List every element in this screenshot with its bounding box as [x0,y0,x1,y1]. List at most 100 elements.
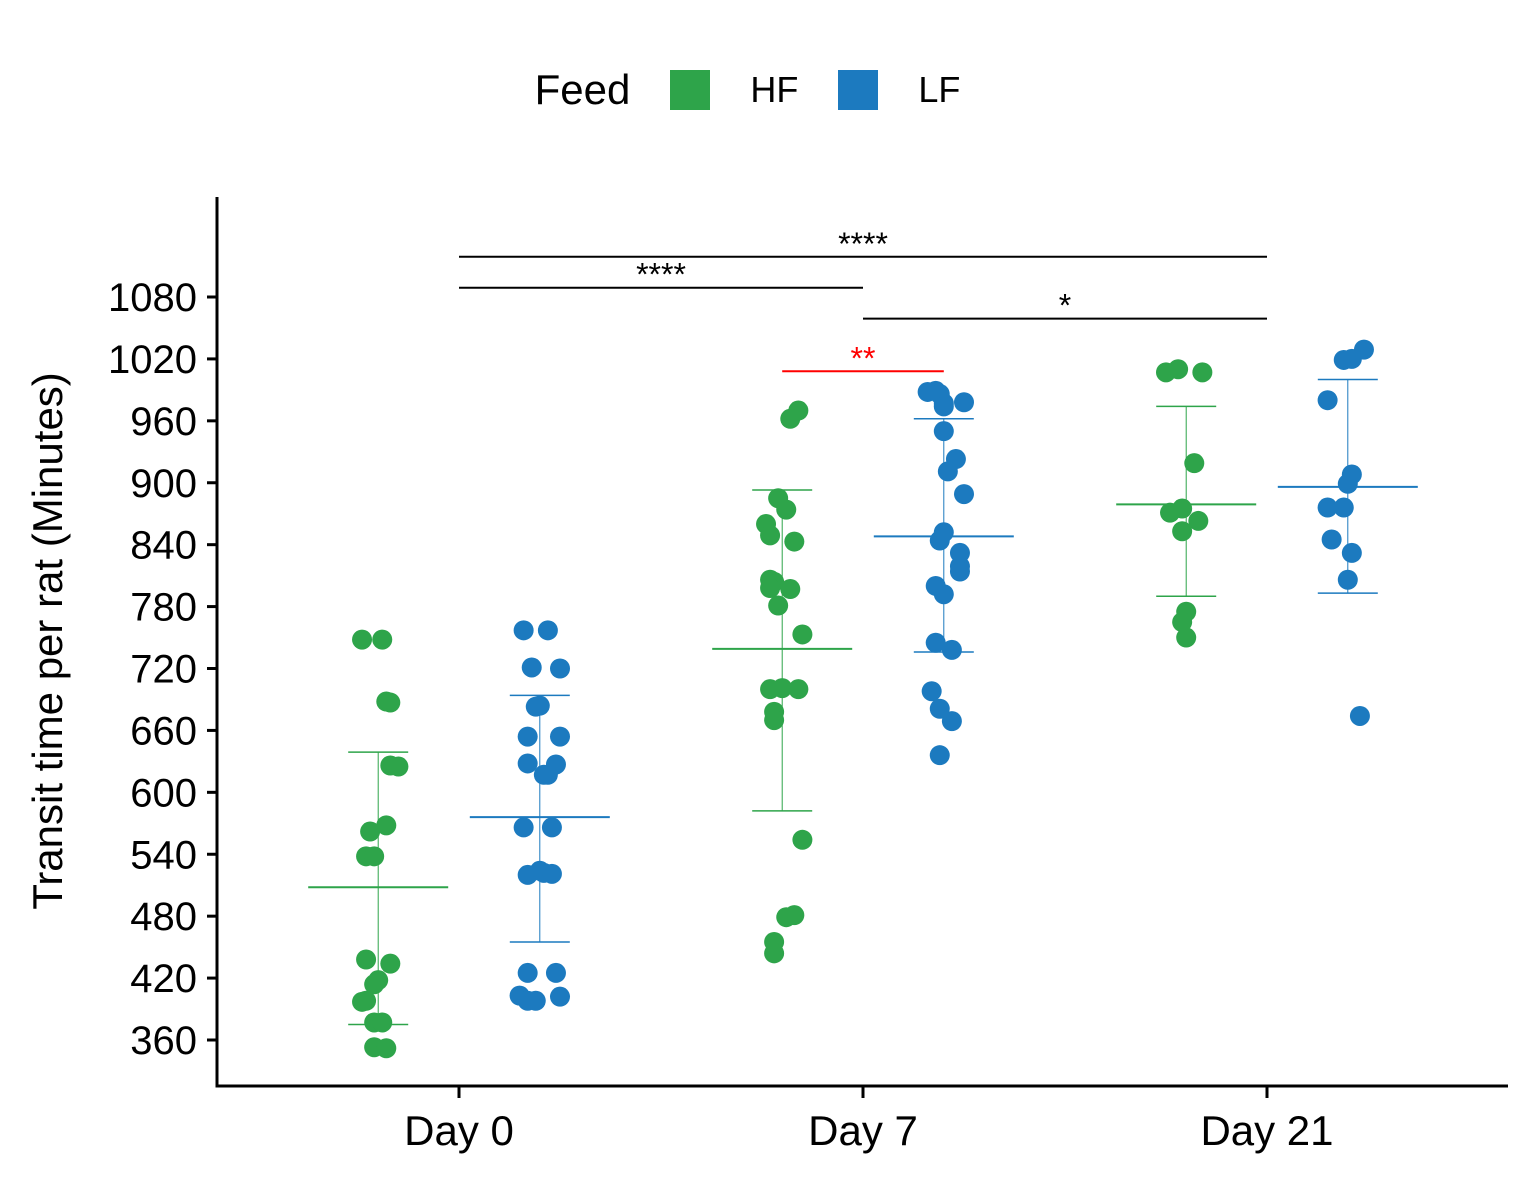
data-point-hf [772,678,793,699]
data-point-lf [525,696,546,717]
data-point-lf [550,726,570,747]
y-tick-label: 900 [130,462,197,506]
data-point-lf [1321,529,1342,550]
data-point-hf [388,756,409,777]
data-point-lf [1333,497,1354,518]
data-point-hf [380,692,401,713]
data-point-hf [784,531,805,552]
data-point-lf [941,711,962,732]
data-point-hf [780,408,801,429]
significance-label: **** [636,257,686,293]
data-point-hf [764,943,785,964]
y-tick-label: 360 [130,1019,197,1063]
data-point-hf [776,499,797,520]
data-point-hf [380,953,401,974]
data-point-lf [1337,569,1358,590]
data-point-lf [521,657,542,678]
data-point-hf [364,846,385,867]
data-point-hf [1188,510,1209,531]
data-point-lf [513,620,534,641]
data-point-lf [929,698,950,719]
data-point-lf [517,864,538,885]
significance-label: ** [851,340,876,376]
data-point-hf [760,525,781,546]
y-tick-label: 540 [130,833,197,877]
data-point-hf [1172,521,1193,542]
legend-label-lf: LF [918,69,961,110]
data-point-lf [954,392,974,413]
data-point-lf [513,817,534,838]
data-point-hf [1168,359,1189,380]
data-point-hf [768,595,789,616]
y-tick-label: 960 [130,400,197,444]
data-point-hf [372,629,393,650]
data-point-hf [792,624,813,645]
y-tick-label: 480 [130,895,197,939]
data-point-lf [517,726,538,747]
data-point-lf [1349,705,1370,726]
data-point-hf [376,1038,397,1059]
data-point-lf [1341,542,1362,563]
data-point-lf [933,396,954,417]
data-point-lf [933,421,954,442]
data-point-hf [760,578,781,599]
data-point-hf [364,974,385,995]
data-point-lf [517,962,538,983]
y-tick-label: 1020 [108,338,197,382]
data-point-hf [1176,627,1197,648]
data-point-lf [1337,473,1358,494]
y-tick-label: 660 [130,709,197,753]
data-point-lf [1317,497,1338,518]
legend-title: Feed [534,66,631,113]
data-point-lf [954,484,974,505]
data-point-hf [372,1012,393,1033]
significance-label: * [1059,288,1071,324]
x-tick-label: Day 0 [404,1107,514,1154]
data-point-lf [517,753,538,774]
data-point-lf [1353,339,1374,360]
y-axis-label: Transit time per rat (Minutes) [24,372,71,910]
data-point-lf [545,962,566,983]
legend-swatch-hf [670,70,711,110]
data-point-lf [1317,390,1338,411]
data-point-lf [537,764,558,785]
data-point-lf [525,990,546,1011]
legend-label-hf: HF [750,69,799,110]
data-point-hf [1192,362,1213,383]
data-point-lf [933,584,954,605]
data-point-lf [550,986,570,1007]
data-point-hf [352,991,373,1012]
data-point-hf [764,710,785,731]
data-point-lf [541,817,562,838]
data-point-lf [925,632,946,653]
data-point-hf [360,821,381,842]
data-point-lf [949,561,970,582]
data-point-hf [1160,502,1181,523]
x-tick-label: Day 7 [808,1107,918,1154]
legend: Feed HF LF [0,60,1535,120]
data-point-hf [792,829,813,850]
x-tick-label: Day 21 [1200,1107,1333,1154]
legend-item-hf: HF [670,69,798,111]
data-point-lf [537,620,558,641]
data-point-lf [921,681,942,702]
y-tick-label: 780 [130,586,197,630]
data-point-lf [1333,349,1354,370]
data-point-lf [937,461,958,482]
y-tick-label: 420 [130,957,197,1001]
data-point-hf [1184,453,1205,474]
significance-label: **** [838,226,888,262]
legend-swatch-lf [838,70,879,110]
data-point-hf [776,907,797,928]
y-tick-label: 1080 [108,276,197,320]
data-point-hf [780,579,801,600]
data-point-hf [356,949,377,970]
y-tick-label: 840 [130,524,197,568]
data-point-lf [541,863,562,884]
y-tick-label: 600 [130,771,197,815]
data-point-hf [352,629,373,650]
data-point-lf [929,530,950,551]
data-point-lf [929,745,950,766]
data-point-hf [788,679,809,700]
